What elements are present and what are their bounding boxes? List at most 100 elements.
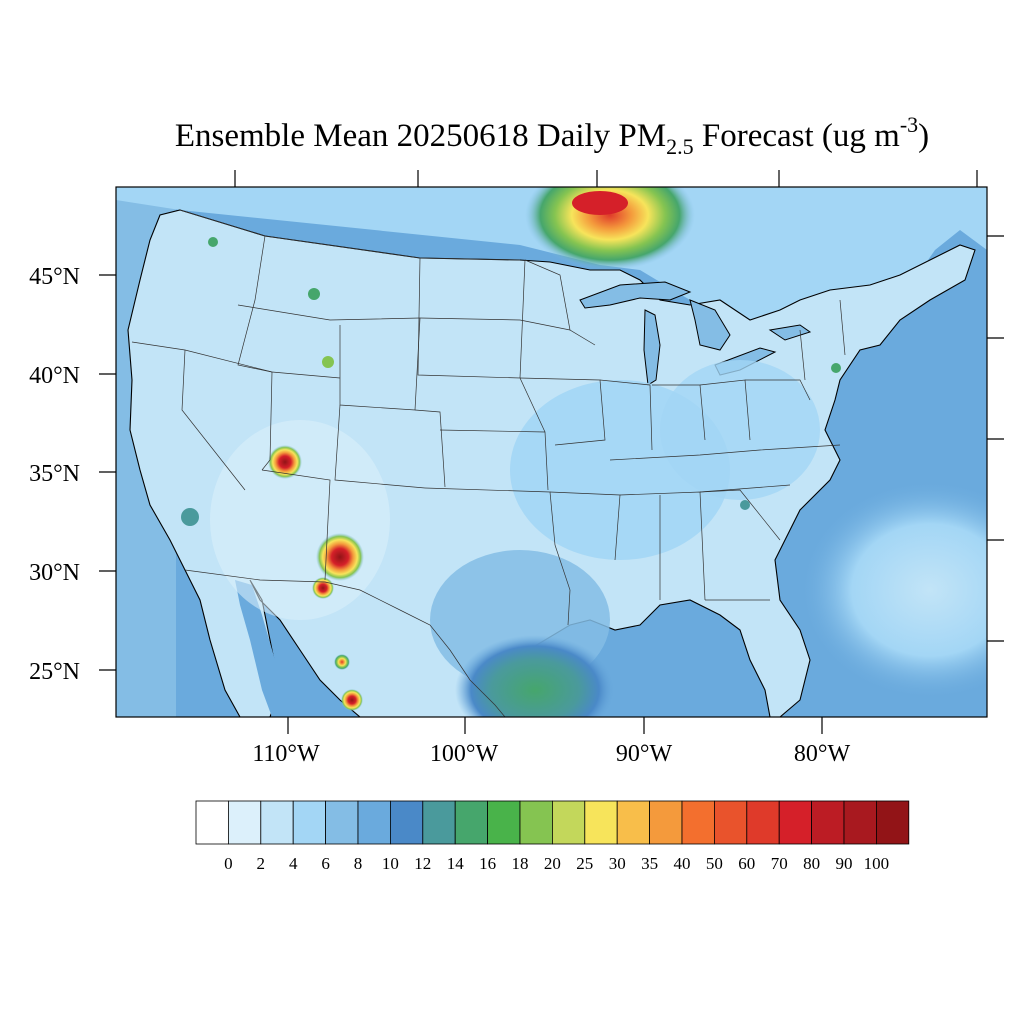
lake-ontario — [768, 324, 812, 341]
montana-spot — [308, 288, 320, 300]
lake-huron — [689, 299, 731, 351]
east-border-3 — [799, 329, 806, 381]
socal-spot — [181, 508, 199, 526]
colorbar-swatch — [422, 800, 456, 845]
lon-label-90: 90°W — [616, 741, 673, 767]
west-border-4 — [261, 371, 273, 471]
west-border-3 — [237, 235, 273, 373]
colorbar-label: 8 — [354, 854, 363, 873]
atlantic-clean-area — [800, 480, 987, 700]
southwest-zone — [210, 420, 390, 620]
colorbar-swatch — [357, 800, 391, 845]
lat-label-25: 25°N — [29, 659, 80, 685]
colorbar-label: 50 — [706, 854, 723, 873]
colorbar-label: 20 — [544, 854, 561, 873]
colorbar-swatch — [681, 800, 715, 845]
gulf-plume — [455, 635, 615, 717]
colorbar-swatch — [811, 800, 845, 845]
lon-label-80: 80°W — [794, 741, 851, 767]
plains-border-2 — [419, 317, 521, 321]
canada-plume — [525, 187, 695, 270]
gulf-of-california — [235, 580, 285, 717]
plains-border-1 — [417, 257, 526, 379]
colorbar-swatch — [389, 800, 424, 845]
colorbar-label: 2 — [257, 854, 266, 873]
west-border-2 — [181, 349, 246, 491]
colorbar-swatch — [227, 800, 262, 845]
mexico-fire-2 — [341, 689, 363, 711]
east-border-4 — [839, 299, 846, 356]
lat-label-30: 30°N — [29, 560, 80, 586]
south-border-4 — [699, 489, 781, 541]
new-mexico-fire — [316, 533, 364, 581]
east-border-1 — [609, 444, 841, 461]
colorbar-label: 60 — [738, 854, 755, 873]
mexico-fire-3 — [334, 654, 350, 670]
title-superscript: -3 — [900, 112, 918, 137]
east-border-2 — [745, 379, 811, 401]
colorbar-label: 100 — [864, 854, 890, 873]
colorbar-label: 14 — [447, 854, 465, 873]
colorbar-label: 80 — [803, 854, 820, 873]
midwest-border-4 — [599, 379, 653, 451]
west-border-6 — [339, 317, 421, 411]
plains-border-5 — [519, 377, 546, 433]
east-zone — [660, 360, 820, 500]
lat-label-40: 40°N — [29, 363, 80, 389]
wyoming-spot — [322, 356, 334, 368]
lake-superior — [579, 281, 692, 309]
latitude-labels: 45°N 40°N 35°N 30°N 25°N — [29, 264, 80, 685]
west-border-9 — [261, 469, 331, 581]
colorbar-label: 6 — [321, 854, 330, 873]
colorbar-label: 16 — [479, 854, 496, 873]
colorbar-label: 25 — [576, 854, 593, 873]
colorbar-label: 70 — [771, 854, 788, 873]
colorbar-swatch — [843, 800, 877, 845]
colorbar-label: 35 — [641, 854, 658, 873]
colorbar-label: 30 — [609, 854, 626, 873]
colorbar-swatch — [778, 800, 813, 845]
title-prefix: Ensemble Mean 20250618 Daily PM — [175, 118, 666, 154]
colorbar-swatch — [487, 800, 521, 845]
lake-michigan — [643, 309, 661, 386]
colorbar-swatch — [260, 800, 294, 845]
lon-label-100: 100°W — [430, 741, 499, 767]
colorbar-label: 4 — [289, 854, 298, 873]
map-frame — [115, 186, 988, 718]
lon-label-110: 110°W — [252, 741, 320, 767]
colorbar-swatch — [519, 800, 553, 845]
colorbar-swatch — [746, 800, 780, 845]
west-border-8 — [334, 404, 426, 489]
midwest-border-3 — [519, 377, 606, 446]
figure-title: Ensemble Mean 20250618 Daily PM2.5 Forec… — [175, 112, 929, 159]
title-suffix: ) — [918, 118, 929, 154]
colorbar-swatch — [649, 800, 683, 845]
east-border-5 — [699, 484, 791, 493]
colorbar-swatch — [584, 800, 618, 845]
colorbar-label: 18 — [512, 854, 529, 873]
colorbar-label: 12 — [414, 854, 431, 873]
canada-land — [116, 187, 987, 345]
colorbar-swatch — [454, 800, 489, 845]
lat-label-45: 45°N — [29, 264, 80, 290]
nj-spot — [831, 363, 841, 373]
west-border-7 — [271, 371, 341, 379]
colorbar-label: 10 — [382, 854, 399, 873]
colorbar-label: 40 — [674, 854, 691, 873]
us-mexico-border — [184, 569, 506, 717]
midwest-border-1 — [524, 259, 596, 346]
state-borders — [131, 209, 846, 717]
colorbar-label: 90 — [836, 854, 853, 873]
colorbar: 0 2 4 6 8 10 12 14 16 18 20 25 30 35 40 50 60 70 80 90 100 — [195, 800, 910, 873]
colorbar-label: 0 — [224, 854, 233, 873]
colorbar-swatch — [325, 800, 359, 845]
colorbar-swatch — [552, 800, 586, 845]
idaho-spot — [208, 237, 218, 247]
mexico-fire-1 — [312, 577, 334, 599]
colorbar-swatch — [195, 800, 229, 845]
colorbar-swatch — [616, 800, 651, 845]
great-lakes — [579, 281, 812, 386]
pm25-field — [181, 187, 841, 717]
colorbar-swatch — [714, 800, 748, 845]
